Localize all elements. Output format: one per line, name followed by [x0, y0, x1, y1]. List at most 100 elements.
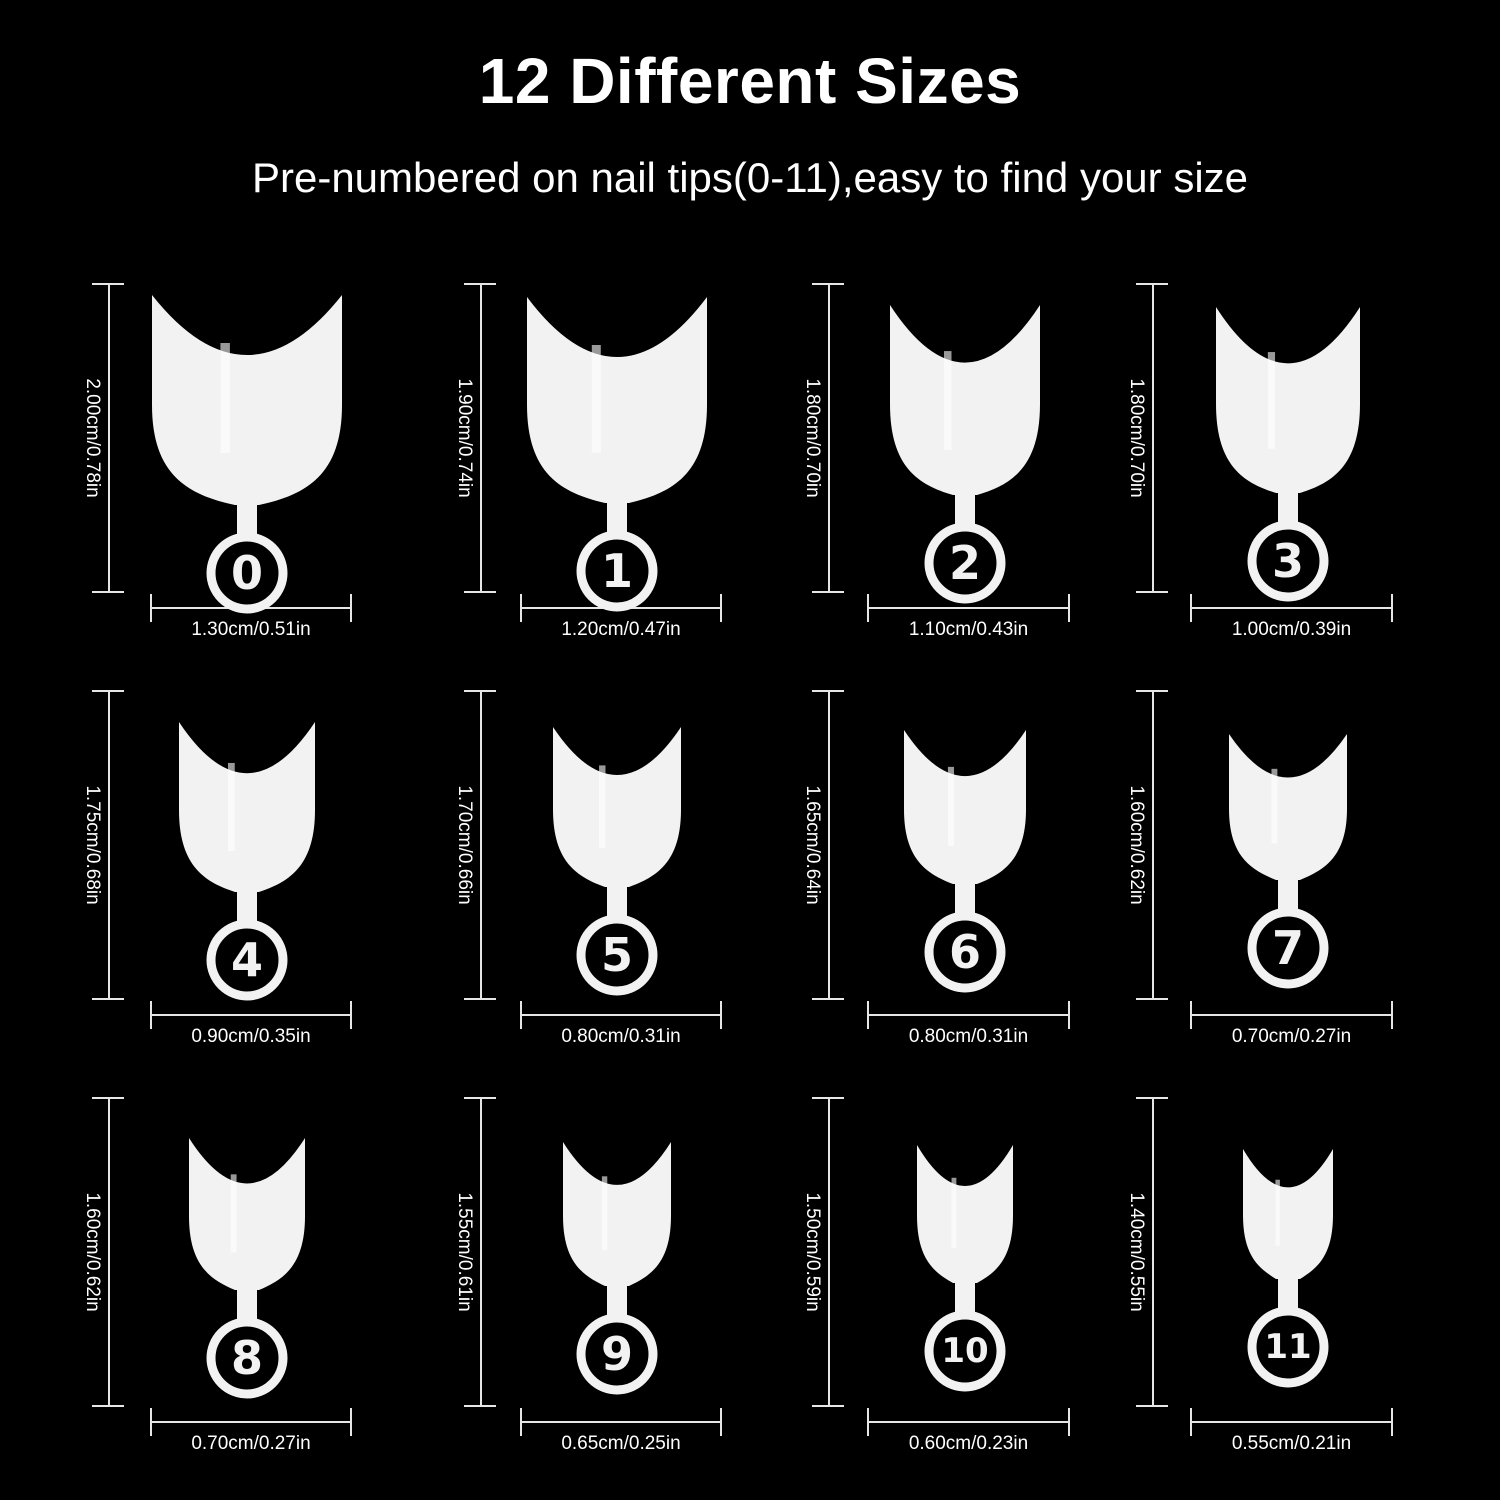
nail-body [903, 730, 1026, 884]
width-label: 0.60cm/0.23in [908, 1433, 1029, 1454]
length-label: 1.40cm/0.55in [1126, 1192, 1147, 1312]
nail-number: 2 [948, 536, 980, 590]
width-dimension-cap [1391, 1001, 1393, 1029]
nail-number: 6 [948, 925, 980, 979]
nail-number-ring [206, 1317, 288, 1399]
length-dimension-cap [92, 1405, 124, 1407]
nail-stem [1277, 1274, 1298, 1314]
nail-highlight [943, 351, 951, 451]
length-dimension-cap [812, 690, 844, 692]
nail-number: 3 [1271, 534, 1303, 588]
nail-highlight [227, 762, 235, 851]
nail-number-ring [576, 530, 658, 612]
nail-highlight [230, 1174, 237, 1253]
nail-tip: 10 [916, 1145, 1013, 1393]
nail-number: 0 [231, 546, 263, 600]
width-dimension-cap [1190, 1001, 1192, 1029]
width-dimension-cap [720, 1001, 722, 1029]
nail-highlight [591, 345, 601, 453]
width-dimension-cap [867, 1001, 869, 1029]
nail-stem [237, 500, 257, 540]
width-dimension-cap [350, 1001, 352, 1029]
nail-body [1242, 1149, 1333, 1279]
width-label: 1.10cm/0.43in [908, 619, 1029, 640]
length-dimension-cap [812, 1405, 844, 1407]
width-dimension-cap [520, 1001, 522, 1029]
length-label: 1.80cm/0.70in [1126, 378, 1147, 498]
width-dimension-line [520, 1014, 722, 1016]
width-label: 0.90cm/0.35in [191, 1026, 311, 1047]
nail-number: 4 [231, 933, 263, 987]
width-dimension-cap [520, 1408, 522, 1436]
width-dimension-cap [1190, 594, 1192, 622]
length-dimension-line [1152, 283, 1154, 593]
length-label: 1.70cm/0.66in [454, 785, 475, 905]
length-dimension-cap [92, 690, 124, 692]
nail-stem [954, 490, 975, 530]
width-dimension-line [1190, 607, 1393, 609]
width-dimension-cap [350, 1408, 352, 1436]
length-label: 1.90cm/0.74in [454, 378, 475, 498]
length-dimension-cap [812, 283, 844, 285]
nail-number: 11 [1264, 1327, 1311, 1367]
nail-number: 8 [231, 1331, 263, 1385]
nail-highlight [951, 1177, 956, 1249]
width-dimension-cap [150, 1001, 152, 1029]
width-dimension-cap [1068, 1001, 1070, 1029]
width-dimension-cap [1391, 1408, 1393, 1436]
nail-tip: 3 [1215, 307, 1360, 603]
nail-tip: 1 [527, 297, 707, 613]
width-dimension-cap [720, 594, 722, 622]
nail-stem [954, 879, 975, 919]
width-dimension-line [150, 1421, 352, 1423]
nail-body [916, 1145, 1013, 1283]
width-label: 1.30cm/0.51in [191, 619, 311, 640]
length-dimension-line [828, 690, 830, 1000]
length-dimension-cap [812, 1097, 844, 1099]
length-label: 1.55cm/0.61in [454, 1192, 475, 1312]
length-dimension-line [108, 283, 110, 593]
width-label: 1.00cm/0.39in [1231, 619, 1352, 640]
length-dimension-cap [92, 283, 124, 285]
nail-stem [607, 498, 627, 538]
width-label: 0.70cm/0.27in [191, 1433, 311, 1454]
nail-highlight [1267, 352, 1275, 449]
width-label: 0.80cm/0.31in [908, 1026, 1029, 1047]
nail-stem [607, 1281, 627, 1321]
length-dimension-cap [1136, 283, 1168, 285]
nail-body [553, 727, 681, 887]
width-dimension-cap [150, 594, 152, 622]
width-dimension-line [520, 1421, 722, 1423]
page-title: 12 Different Sizes [478, 45, 1022, 117]
width-dimension-line [150, 1014, 352, 1016]
length-dimension-line [1152, 1097, 1154, 1407]
length-dimension-cap [92, 1097, 124, 1099]
nail-body [563, 1142, 671, 1286]
length-dimension-cap [812, 998, 844, 1000]
nail-body [189, 1138, 305, 1290]
nail-number-ring [206, 919, 288, 1001]
length-dimension-cap [464, 283, 496, 285]
length-dimension-cap [464, 1405, 496, 1407]
length-dimension-cap [812, 591, 844, 593]
nail-highlight [947, 766, 954, 847]
nail-tip: 8 [189, 1138, 305, 1400]
nail-tip: 2 [889, 305, 1040, 605]
nail-highlight [599, 765, 606, 848]
width-dimension-cap [1190, 1408, 1192, 1436]
nail-tip: 0 [152, 295, 342, 615]
nail-number-ring [206, 532, 288, 614]
length-dimension-cap [1136, 690, 1168, 692]
width-dimension-cap [720, 1408, 722, 1436]
width-dimension-line [1190, 1421, 1393, 1423]
nail-highlight [1274, 1179, 1280, 1246]
nail-stem [237, 1285, 257, 1325]
length-dimension-cap [464, 690, 496, 692]
length-label: 1.50cm/0.59in [802, 1192, 823, 1312]
page-subtitle: Pre-numbered on nail tips(0-11),easy to … [251, 154, 1249, 201]
nail-tip: 11 [1242, 1149, 1333, 1389]
nail-tip: 4 [179, 722, 315, 1002]
length-dimension-line [1152, 690, 1154, 1000]
width-dimension-line [1190, 1014, 1393, 1016]
width-dimension-line [867, 1421, 1070, 1423]
